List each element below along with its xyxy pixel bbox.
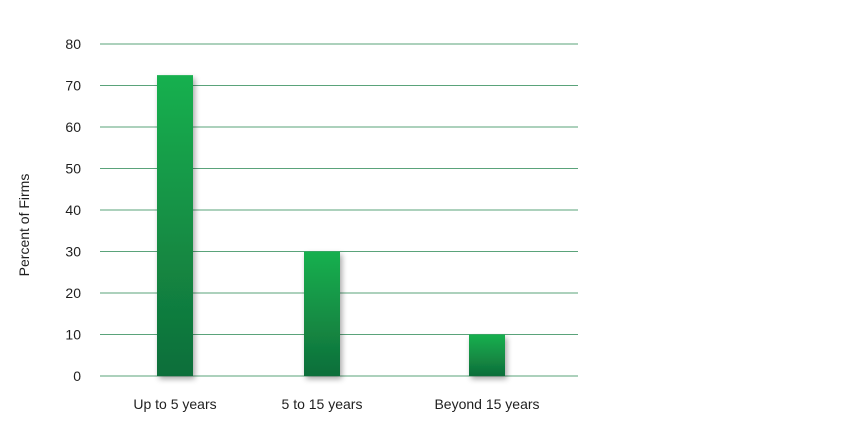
y-tick-label: 70	[65, 78, 81, 94]
y-tick-label: 50	[65, 161, 81, 177]
y-axis-title: Percent of Firms	[16, 174, 32, 277]
x-category-label: Beyond 15 years	[434, 396, 539, 412]
x-category-label: Up to 5 years	[133, 396, 216, 412]
x-category-label: 5 to 15 years	[282, 396, 363, 412]
y-tick-label: 20	[65, 285, 81, 301]
y-tick-label: 0	[73, 368, 81, 384]
y-tick-label: 60	[65, 119, 81, 135]
bar-up-to-5-years	[157, 75, 193, 376]
bar-5-to-15-years	[304, 251, 340, 376]
bar-beyond-15-years	[469, 334, 505, 376]
y-tick-label: 80	[65, 36, 81, 52]
y-axis-ticks: 0 10 20 30 40 50 60 70 80	[65, 36, 81, 384]
x-axis-labels: Up to 5 years 5 to 15 years Beyond 15 year…	[133, 396, 539, 412]
y-tick-label: 30	[65, 244, 81, 260]
bars	[157, 75, 505, 376]
y-tick-label: 10	[65, 327, 81, 343]
y-tick-label: 40	[65, 202, 81, 218]
